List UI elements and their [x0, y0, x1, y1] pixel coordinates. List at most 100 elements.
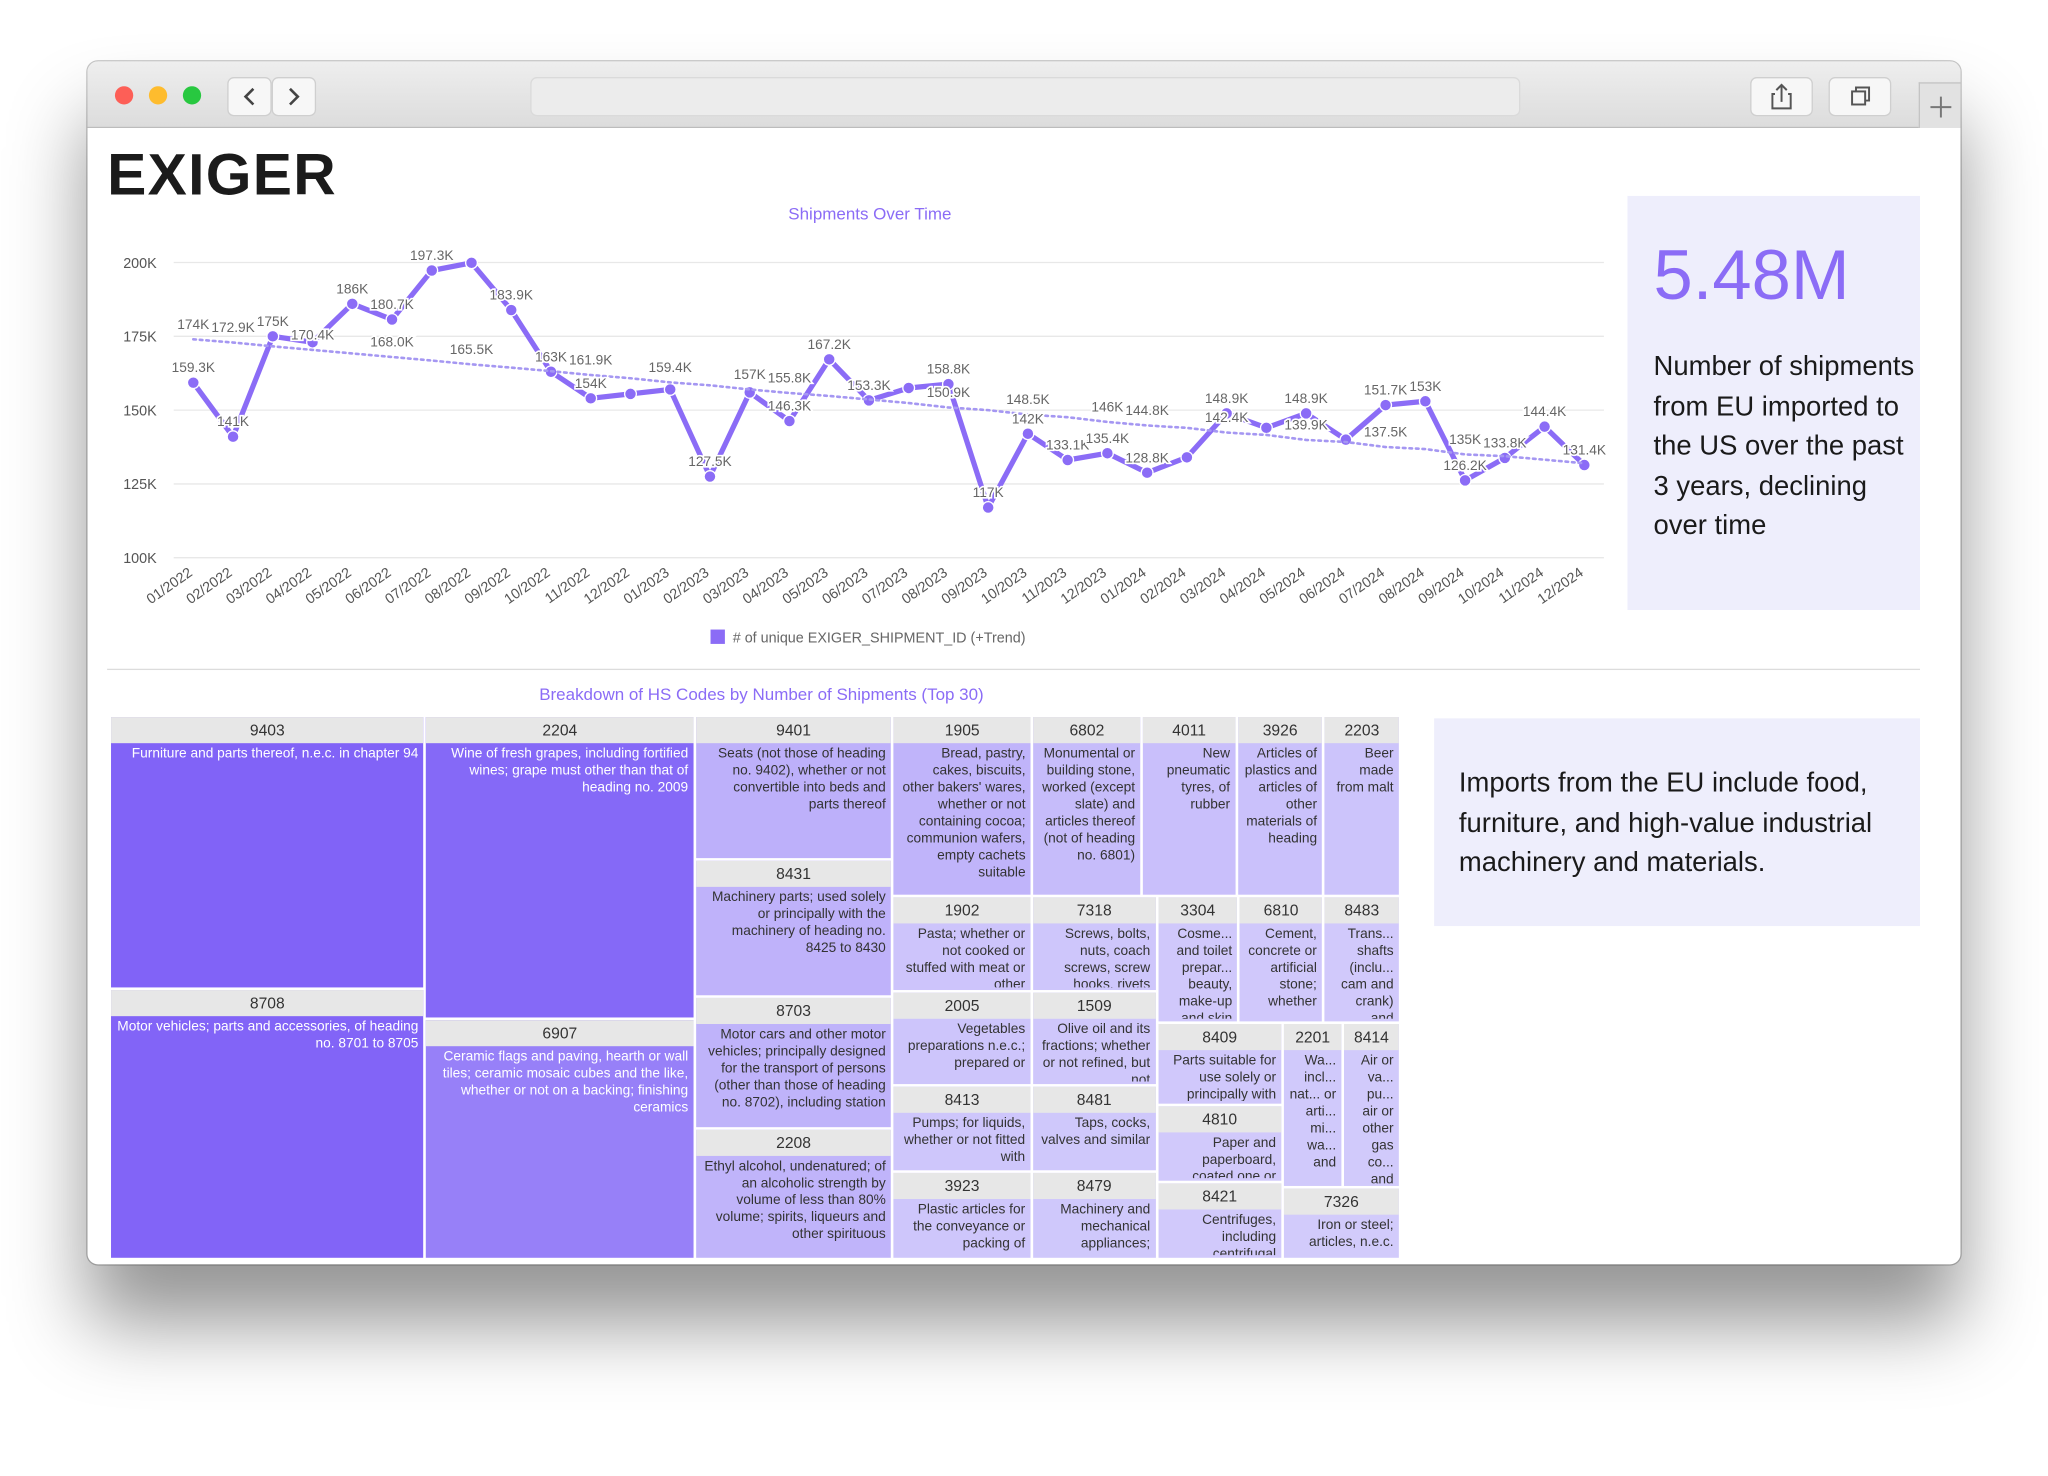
point [782, 414, 796, 428]
value-label: 183.9K [490, 288, 533, 303]
tile-code: 6802 [1033, 717, 1141, 744]
treemap-tile: 2005 Vegetables preparations n.e.c.; prep… [893, 992, 1031, 1084]
treemap-tile: 8414 Air or va... pu... air or other gas … [1344, 1023, 1399, 1187]
tile-description: Pasta; whether or not cooked or stuffed … [905, 926, 1026, 988]
value-label: 154K [575, 376, 607, 391]
treemap-tile: 8409 Parts suitable for use solely or pri… [1158, 1023, 1282, 1104]
value-label: 142K [1012, 411, 1044, 426]
tile-code: 6810 [1240, 897, 1323, 924]
tile-code: 8409 [1158, 1023, 1282, 1050]
plus-icon [1930, 96, 1952, 118]
value-label: 133.8K [1483, 435, 1526, 450]
tile-description: Motor cars and other motor vehicles; pri… [708, 1026, 886, 1110]
value-label: 133.1K [1046, 438, 1089, 453]
treemap: 9403 Furniture and parts thereof, n.e.c. … [110, 716, 1400, 1259]
y-tick-label: 150K [123, 403, 157, 419]
tile-description: Paper and paperboard, coated one or [1192, 1134, 1277, 1179]
close-button[interactable] [114, 86, 134, 105]
value-label: 135.4K [1086, 431, 1129, 446]
share-button[interactable] [1750, 77, 1813, 117]
address-bar[interactable] [530, 77, 1521, 117]
treemap-tile: 8481 Taps, cocks, valves and similar [1033, 1086, 1156, 1171]
tile-code: 1509 [1033, 992, 1156, 1019]
value-label: 157K [734, 367, 766, 382]
point [1140, 466, 1154, 480]
point [1021, 427, 1035, 441]
treemap-tile: 3926 Articles of plastics and articles of… [1237, 717, 1323, 895]
minimize-button[interactable] [148, 86, 168, 105]
tile-code: 8483 [1324, 897, 1399, 924]
new-tab-button[interactable] [1918, 82, 1961, 128]
point [703, 470, 717, 484]
value-label: 158.8K [927, 362, 970, 377]
point [902, 381, 916, 395]
tile-code: 3926 [1237, 717, 1323, 744]
tile-description: Motor vehicles; parts and accessories, o… [117, 1018, 419, 1052]
tabs-icon [1851, 86, 1871, 106]
point [981, 501, 995, 515]
value-label: 153.3K [847, 378, 890, 393]
value-label: 165.5K [450, 342, 493, 357]
treemap-tile: 8413 Pumps; for liquids, whether or not f… [893, 1086, 1031, 1171]
point [226, 430, 240, 444]
point [464, 256, 479, 270]
value-label: 146.3K [768, 399, 811, 414]
treemap-tile: 6810 Cement, concrete or artificial stone… [1240, 897, 1323, 1022]
tile-description: Beer made from malt [1336, 745, 1394, 796]
point [1259, 421, 1273, 435]
x-tick-label: 12/2024 [1535, 565, 1587, 608]
tile-code: 4011 [1142, 717, 1236, 744]
value-label: 128.8K [1125, 450, 1168, 465]
point [1498, 451, 1512, 465]
treemap-tile: 4810 Paper and paperboard, coated one or [1158, 1105, 1282, 1182]
tile-code: 8431 [696, 860, 892, 887]
zoom-button[interactable] [182, 86, 202, 105]
treemap-tile: 2201 Wa... incl... nat... or arti... mi..… [1283, 1023, 1342, 1187]
tile-description: Articles of plastics and articles of oth… [1244, 745, 1318, 847]
tile-description: Plastic articles for the conveyance or p… [913, 1202, 1026, 1252]
treemap-tile: 2203 Beer made from malt [1324, 717, 1399, 895]
tile-description: Machinery and mechanical appliances; [1060, 1202, 1151, 1252]
separator [107, 668, 1920, 671]
treemap-tile: 3304 Cosme... and toilet prepar... beauty… [1158, 897, 1238, 1022]
series-line [190, 260, 1587, 511]
tile-code: 7318 [1033, 897, 1156, 924]
tile-code: 2201 [1283, 1023, 1342, 1050]
point [1061, 453, 1075, 467]
value-label: 197.3K [410, 248, 453, 263]
tile-description: Wine of fresh grapes, including fortifie… [451, 745, 689, 796]
tile-description: Monumental or building stone, worked (ex… [1042, 745, 1136, 864]
tile-code: 8414 [1344, 1023, 1399, 1050]
tile-description: Pumps; for liquids, whether or not fitte… [903, 1114, 1026, 1165]
tile-description: Taps, cocks, valves and similar [1041, 1114, 1151, 1148]
legend-label: # of unique EXIGER_SHIPMENT_ID (+Trend) [733, 631, 1026, 647]
x-tick-label: 10/2024 [1455, 565, 1507, 608]
value-label: 168.0K [370, 335, 413, 350]
tile-code: 8481 [1033, 1086, 1156, 1113]
value-label: 172.9K [211, 320, 254, 335]
tile-code: 9403 [111, 717, 424, 744]
tile-code: 8703 [696, 997, 892, 1024]
value-label: 144.4K [1523, 404, 1566, 419]
point [663, 382, 677, 396]
treemap-tile: 8483 Trans... shafts (inclu... cam and cr… [1324, 897, 1399, 1022]
tabs-button[interactable] [1828, 77, 1892, 117]
treemap-tile: 9401 Seats (not those of heading no. 9402… [696, 717, 892, 858]
point [941, 377, 955, 391]
value-label: 174K [177, 317, 209, 332]
treemap-tile: 2204 Wine of fresh grapes, including fort… [426, 717, 694, 1018]
treemap-tile: 8431 Machinery parts; used solely or prin… [696, 860, 892, 995]
value-label: 139.9K [1284, 417, 1327, 432]
treemap-tile: 6907 Ceramic flags and paving, hearth or … [426, 1020, 694, 1258]
tile-code: 8708 [111, 990, 424, 1017]
kpi-value: 5.48M [1653, 236, 1850, 315]
point [266, 329, 280, 343]
back-button[interactable] [227, 77, 272, 117]
point [1100, 446, 1114, 460]
forward-button[interactable] [271, 77, 317, 117]
tile-code: 7326 [1283, 1188, 1399, 1216]
value-label: 142.4K [1205, 410, 1248, 425]
point [1220, 406, 1234, 420]
tile-description: Vegetables preparations n.e.c.; prepared… [907, 1021, 1026, 1071]
